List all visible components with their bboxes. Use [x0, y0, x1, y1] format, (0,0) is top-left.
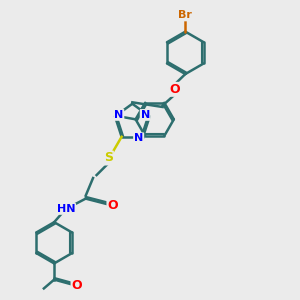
Text: O: O [107, 199, 118, 212]
Text: HN: HN [57, 204, 75, 214]
Text: O: O [170, 83, 180, 96]
Text: Br: Br [178, 11, 192, 20]
Text: N: N [141, 110, 150, 120]
Text: O: O [71, 279, 82, 292]
Text: N: N [114, 110, 123, 120]
Text: S: S [104, 152, 113, 164]
Text: N: N [134, 133, 143, 143]
